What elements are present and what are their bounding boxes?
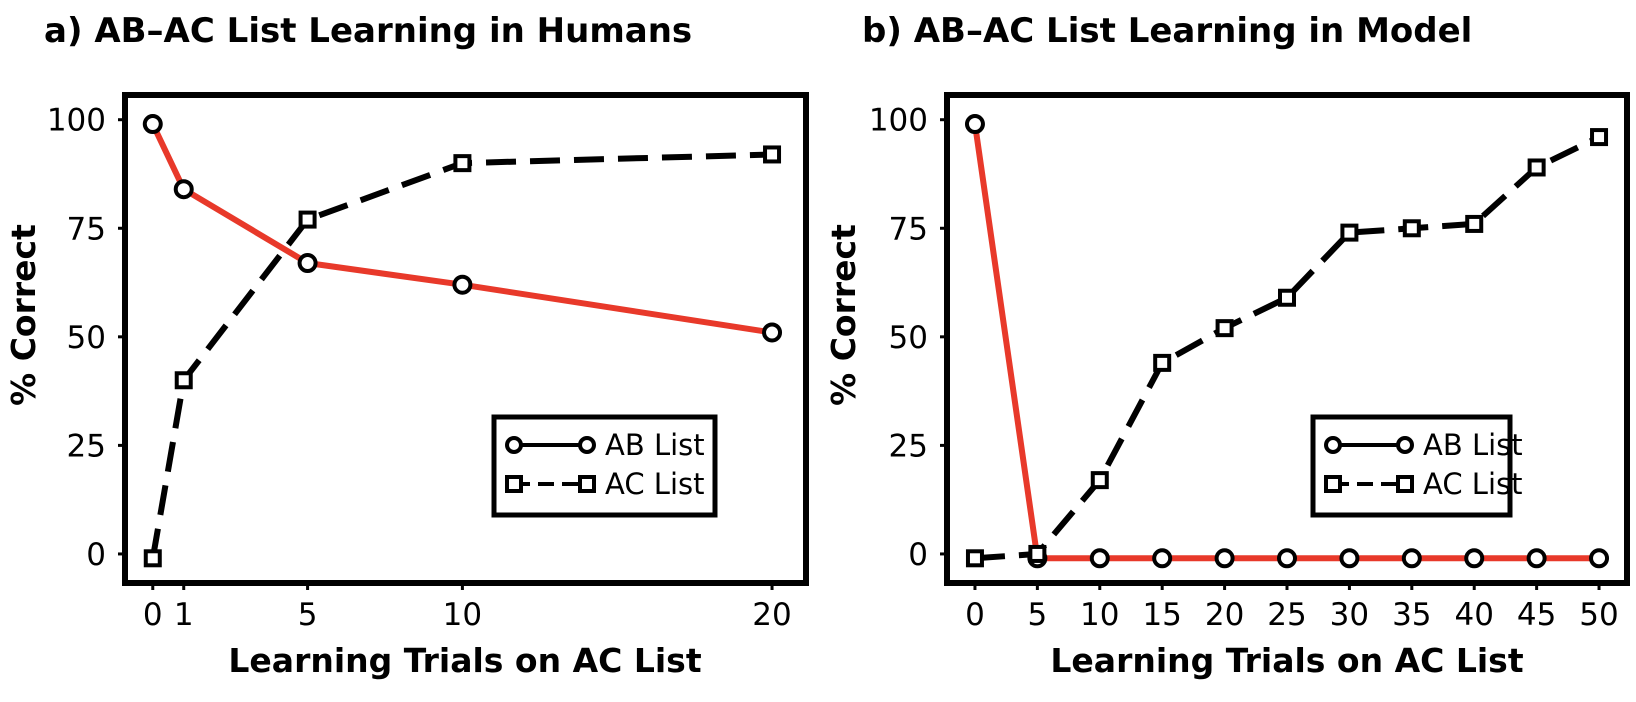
legend-marker-circle-icon — [505, 436, 523, 454]
legend-marker-circle-icon — [1324, 436, 1342, 454]
data-point-circle — [1089, 548, 1110, 569]
plot-frame — [944, 92, 1630, 586]
x-tick-label: 0 — [143, 597, 163, 633]
legend-label-ac: AC List — [1423, 467, 1523, 501]
x-axis-label: Learning Trials on AC List — [1050, 641, 1523, 680]
legend-marker-square-icon — [1324, 475, 1342, 493]
data-point-circle — [1214, 548, 1235, 569]
data-point-circle — [1339, 548, 1360, 569]
data-point-circle — [142, 114, 163, 135]
x-tick-label: 10 — [1080, 597, 1119, 633]
chart-panel-humans: a) AB–AC List Learning in Humans 0 1 5 10 20… — [4, 11, 809, 680]
x-tick-label: 1 — [174, 597, 194, 633]
x-axis-label: Learning Trials on AC List — [228, 641, 701, 680]
legend-label-ab: AB List — [605, 428, 705, 462]
x-tick-label: 25 — [1267, 597, 1306, 633]
x-tick-label: 5 — [298, 597, 318, 633]
data-point-circle — [1526, 548, 1547, 569]
data-point-square — [453, 154, 472, 173]
x-tick-label: 15 — [1142, 597, 1181, 633]
data-point-square — [1153, 353, 1172, 372]
legend-marker-circle-icon — [578, 436, 596, 454]
legend-box — [491, 414, 718, 518]
data-point-circle — [173, 179, 194, 200]
legend-marker-square-icon — [1396, 475, 1414, 493]
data-point-square — [143, 549, 162, 568]
y-tick-label: 25 — [67, 428, 106, 464]
data-point-square — [1028, 544, 1047, 563]
legend-box — [1310, 414, 1513, 518]
x-tick-label: 30 — [1330, 597, 1369, 633]
data-point-circle — [452, 274, 473, 295]
data-point-square — [1090, 471, 1109, 490]
data-point-circle — [1152, 548, 1173, 569]
y-axis-label: % Correct — [824, 224, 863, 406]
data-point-square — [1215, 319, 1234, 338]
y-tick-label: 25 — [889, 428, 928, 464]
legend-label-ab: AB List — [1423, 428, 1523, 462]
data-point-square — [1278, 288, 1296, 307]
y-tick-label: 100 — [47, 103, 106, 139]
x-tick-label: 35 — [1392, 597, 1431, 633]
chart-title: a) AB–AC List Learning in Humans — [44, 11, 692, 51]
data-point-square — [1527, 158, 1546, 177]
data-point-square — [1340, 223, 1359, 242]
data-point-square — [1465, 214, 1484, 233]
data-point-square — [298, 210, 317, 229]
plot-frame — [122, 92, 809, 586]
data-point-circle — [297, 253, 318, 274]
legend-marker-circle-icon — [1396, 436, 1414, 454]
y-axis-label: % Correct — [4, 224, 43, 406]
data-point-circle — [1277, 548, 1297, 569]
x-tick-label: 50 — [1579, 597, 1618, 633]
data-point-circle — [1464, 548, 1485, 569]
y-tick-label: 75 — [889, 211, 928, 247]
chart-panel-model: b) AB–AC List Learning in Model 0 5 10 15 20… — [824, 11, 1630, 680]
data-point-circle — [1589, 548, 1610, 569]
legend-label-ac: AC List — [605, 467, 705, 501]
x-tick-label: 0 — [965, 597, 985, 633]
data-point-square — [1402, 219, 1421, 238]
y-tick-label: 50 — [889, 320, 928, 356]
y-tick-label: 0 — [908, 537, 928, 573]
data-point-square — [174, 371, 193, 390]
x-tick-label: 40 — [1454, 597, 1493, 633]
data-point-circle — [964, 114, 985, 135]
x-tick-label: 20 — [752, 597, 791, 633]
data-point-circle — [1401, 548, 1422, 569]
data-point-square — [1590, 128, 1609, 147]
legend: AB List AC List — [491, 414, 718, 518]
x-tick-label: 20 — [1205, 597, 1244, 633]
x-tick-label: 45 — [1517, 597, 1556, 633]
legend: AB List AC List — [1310, 414, 1523, 518]
chart-title: b) AB–AC List Learning in Model — [862, 11, 1472, 51]
y-tick-label: 50 — [67, 320, 106, 356]
data-point-square — [763, 145, 782, 164]
legend-marker-square-icon — [578, 475, 596, 493]
series-line-ac — [974, 134, 1601, 562]
y-tick-label: 100 — [869, 103, 928, 139]
y-tick-label: 0 — [86, 537, 106, 573]
legend-marker-square-icon — [505, 475, 523, 493]
y-tick-label: 75 — [67, 211, 106, 247]
x-tick-label: 10 — [443, 597, 482, 633]
data-point-square — [965, 549, 984, 568]
data-point-circle — [762, 322, 783, 343]
x-tick-label: 5 — [1028, 597, 1048, 633]
